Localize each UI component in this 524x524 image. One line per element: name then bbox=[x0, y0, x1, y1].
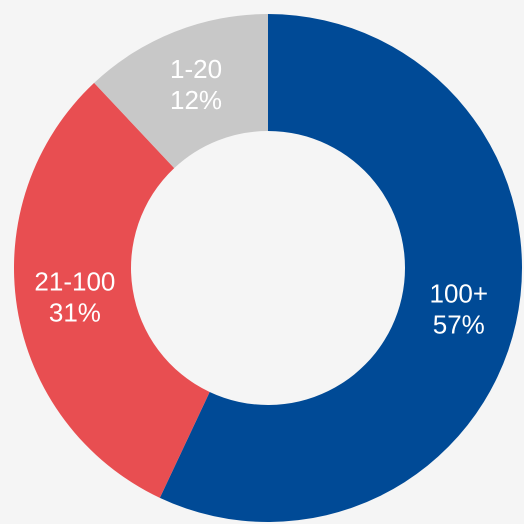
slice-category-label: 1-20 bbox=[170, 54, 222, 84]
donut-slice bbox=[159, 14, 523, 522]
slice-category-label: 21-100 bbox=[34, 266, 115, 296]
slice-category-label: 100+ bbox=[430, 279, 489, 309]
slice-value-label: 31% bbox=[49, 297, 101, 327]
slice-value-label: 12% bbox=[170, 85, 222, 115]
donut-slice bbox=[13, 82, 210, 498]
donut-slice bbox=[94, 14, 269, 169]
slice-value-label: 57% bbox=[433, 310, 485, 340]
